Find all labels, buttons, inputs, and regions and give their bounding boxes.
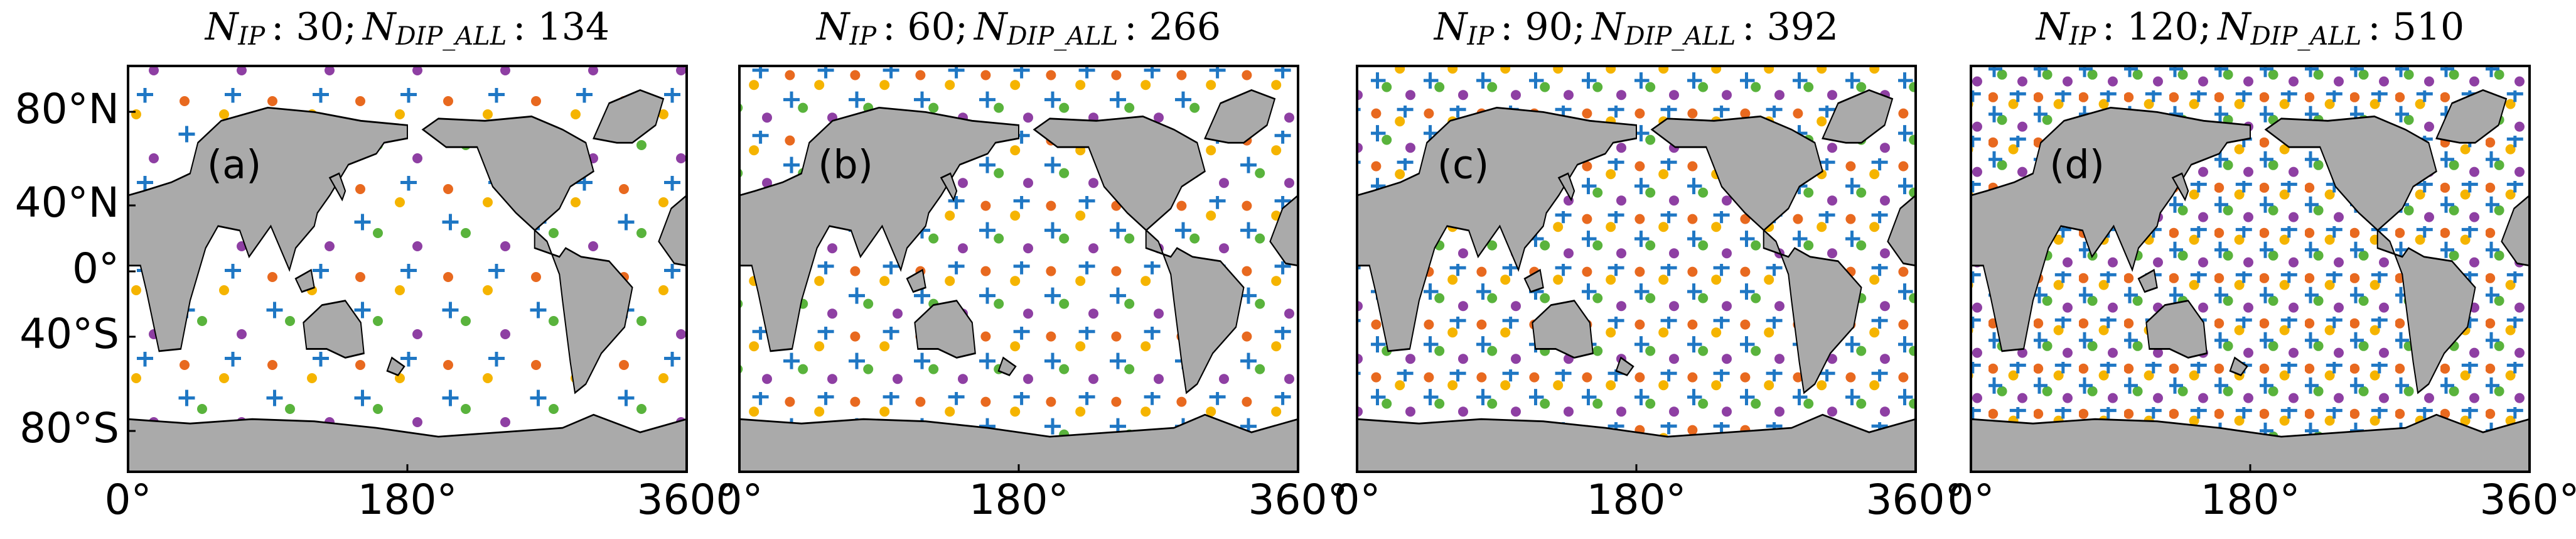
x-tick-label: 180°: [969, 476, 1069, 524]
title-value: : 392: [1742, 5, 1838, 49]
title-value: : 90;: [1500, 5, 1586, 49]
title-var: N: [973, 5, 1009, 49]
x-tick-label: 180°: [2201, 476, 2300, 524]
x-tick-label: 360°: [2480, 476, 2576, 524]
title-var: N: [815, 5, 851, 49]
title-sub: DIP_ALL: [1624, 22, 1736, 51]
panel-title: NIP: 120;NDIP_ALL: 510: [2035, 5, 2464, 51]
title-value: : 134: [513, 5, 609, 49]
panel-label: (b): [818, 142, 873, 188]
title-var: N: [1433, 5, 1469, 49]
title-sub: IP: [1466, 22, 1495, 51]
x-tick-label: 0°: [1334, 476, 1381, 524]
panel-title: NIP: 30;NDIP_ALL: 134: [204, 5, 609, 51]
title-sub: IP: [2068, 22, 2096, 51]
panels: (a)NIP: 30;NDIP_ALL: 1340°180°360°80°N40…: [15, 5, 2576, 525]
x-tick-label: 0°: [716, 476, 763, 524]
panel-label: (d): [2049, 142, 2105, 188]
title-var: N: [2035, 5, 2071, 49]
title-value: : 120;: [2102, 5, 2211, 49]
title-var: N: [204, 5, 240, 49]
y-tick-label: 80°S: [19, 404, 119, 452]
y-tick-label: 40°S: [19, 310, 119, 358]
title-sub: IP: [849, 22, 877, 51]
title-value: : 60;: [883, 5, 968, 49]
title-value: : 510: [2368, 5, 2464, 49]
title-var: N: [362, 5, 397, 49]
map-panel: (a)NIP: 30;NDIP_ALL: 1340°180°360°80°N40…: [15, 5, 737, 525]
panel-label: (a): [207, 142, 261, 188]
title-var: N: [2216, 5, 2252, 49]
title-var: N: [1591, 5, 1626, 49]
panel-title: NIP: 60;NDIP_ALL: 266: [815, 5, 1221, 51]
title-value: : 30;: [271, 5, 357, 49]
title-sub: IP: [237, 22, 266, 51]
x-tick-label: 180°: [1587, 476, 1687, 524]
x-tick-label: 180°: [358, 476, 458, 524]
title-sub: DIP_ALL: [1006, 22, 1118, 51]
y-tick-label: 40°N: [15, 178, 119, 227]
title-sub: DIP_ALL: [2250, 22, 2362, 51]
x-tick-label: 0°: [105, 476, 152, 524]
title-sub: DIP_ALL: [395, 22, 507, 51]
panel-label: (c): [1437, 142, 1489, 188]
x-tick-label: 0°: [1948, 476, 1995, 524]
y-tick-label: 80°N: [15, 85, 119, 133]
y-tick-label: 0°: [72, 244, 119, 293]
title-value: : 266: [1124, 5, 1221, 49]
panel-title: NIP: 90;NDIP_ALL: 392: [1433, 5, 1838, 51]
